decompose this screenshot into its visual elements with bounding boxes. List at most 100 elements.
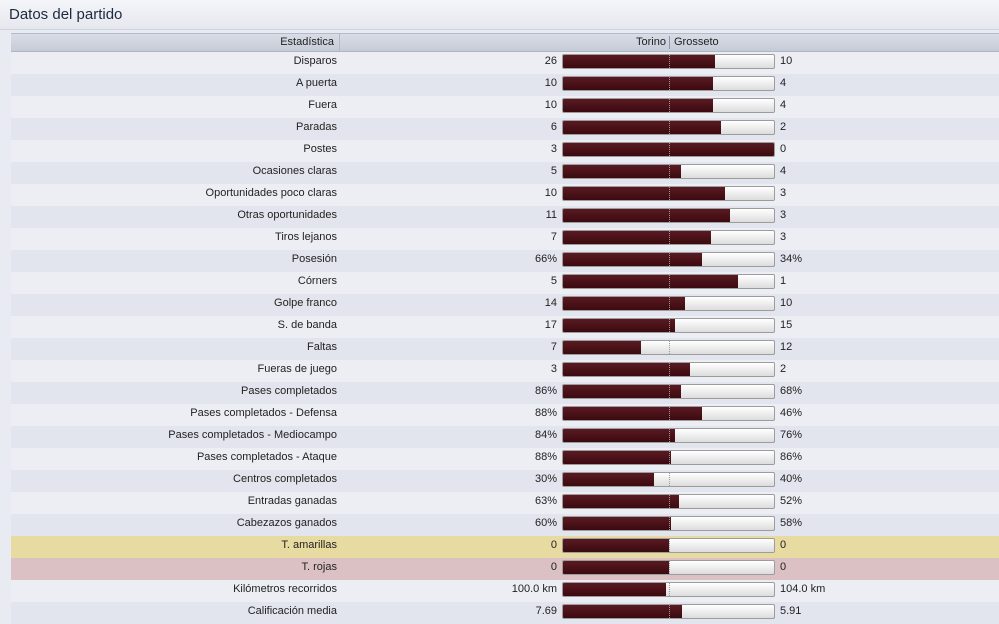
home-value: 7 [550, 231, 557, 243]
home-value: 0 [550, 561, 557, 573]
away-value: 52% [780, 495, 803, 507]
stat-label: Córners [297, 275, 337, 287]
stat-row[interactable]: Disparos 26 10 [11, 52, 999, 74]
comparison-bar-midline [669, 209, 670, 222]
comparison-bar-midline [669, 451, 670, 464]
comparison-bar [562, 560, 775, 575]
away-value: 104.0 km [780, 583, 826, 595]
comparison-bar-home-fill [563, 517, 671, 530]
away-value: 5.91 [780, 605, 802, 617]
stat-row[interactable]: A puerta 10 4 [11, 74, 999, 96]
stat-row[interactable]: Posesión 66% 34% [11, 250, 999, 272]
comparison-bar-midline [669, 319, 670, 332]
stat-row[interactable]: Pases completados 86% 68% [11, 382, 999, 404]
stat-row[interactable]: Calificación media 7.69 5.91 [11, 602, 999, 624]
stat-label: Ocasiones claras [252, 165, 337, 177]
away-value: 10 [780, 55, 793, 67]
away-value: 2 [780, 363, 787, 375]
stat-row[interactable]: Pases completados - Defensa 88% 46% [11, 404, 999, 426]
stat-row[interactable]: Golpe franco 14 10 [11, 294, 999, 316]
stat-label: Oportunidades poco claras [205, 187, 337, 199]
stat-row[interactable]: Cabezazos ganados 60% 58% [11, 514, 999, 536]
column-header-home-team[interactable]: Torino [636, 36, 666, 48]
stat-label: Paradas [296, 121, 337, 133]
comparison-bar-home-fill [563, 297, 686, 310]
stat-label: Entradas ganadas [247, 495, 337, 507]
away-value: 3 [780, 187, 787, 199]
comparison-bar-midline [669, 583, 670, 596]
stat-row[interactable]: Oportunidades poco claras 10 3 [11, 184, 999, 206]
stat-label: Calificación media [247, 605, 337, 617]
home-value: 6 [550, 121, 557, 133]
comparison-bar-midline [669, 165, 670, 178]
stat-row[interactable]: Pases completados - Ataque 88% 86% [11, 448, 999, 470]
home-value: 14 [544, 297, 557, 309]
stats-table: Disparos 26 10 A puerta 10 4 Fuera 10 4 Paradas 6 2… [11, 52, 999, 624]
comparison-bar [562, 186, 775, 201]
comparison-bar [562, 142, 775, 157]
comparison-bar-midline [669, 473, 670, 486]
stat-row[interactable]: T. amarillas 0 0 [11, 536, 999, 558]
comparison-bar-midline [669, 253, 670, 266]
comparison-bar-home-fill [563, 121, 722, 134]
home-value: 60% [534, 517, 557, 529]
column-header-away-team[interactable]: Grosseto [674, 36, 719, 48]
away-value: 2 [780, 121, 787, 133]
stat-label: Fueras de juego [257, 363, 338, 375]
stat-row[interactable]: Postes 3 0 [11, 140, 999, 162]
stat-label: Faltas [307, 341, 337, 353]
comparison-bar-home-fill [563, 495, 680, 508]
comparison-bar [562, 274, 775, 289]
home-value: 88% [534, 451, 557, 463]
away-value: 76% [780, 429, 803, 441]
comparison-bar-midline [669, 297, 670, 310]
away-value: 10 [780, 297, 793, 309]
comparison-bar [562, 120, 775, 135]
comparison-bar-midline [669, 143, 670, 156]
comparison-bar-midline [669, 385, 670, 398]
comparison-bar-home-fill [563, 209, 730, 222]
stat-label: Pases completados - Defensa [190, 407, 337, 419]
stat-label: Cabezazos ganados [236, 517, 337, 529]
stat-label: A puerta [296, 77, 337, 89]
home-value: 10 [544, 187, 557, 199]
column-divider [669, 36, 670, 49]
comparison-bar [562, 98, 775, 113]
comparison-bar [562, 76, 775, 91]
home-value: 26 [544, 55, 557, 67]
home-value: 63% [534, 495, 557, 507]
comparison-bar-midline [669, 187, 670, 200]
stat-row[interactable]: Córners 5 1 [11, 272, 999, 294]
stat-label: Pases completados - Ataque [196, 451, 337, 463]
column-header-stat[interactable]: Estadística [11, 34, 340, 51]
stat-row[interactable]: S. de banda 17 15 [11, 316, 999, 338]
comparison-bar-home-fill [563, 341, 642, 354]
comparison-bar-home-fill [563, 143, 774, 156]
stat-label: Posesión [291, 253, 337, 265]
stat-row[interactable]: Fuera 10 4 [11, 96, 999, 118]
stat-row[interactable]: Faltas 7 12 [11, 338, 999, 360]
stat-row[interactable]: Kilómetros recorridos 100.0 km 104.0 km [11, 580, 999, 602]
comparison-bar-midline [669, 121, 670, 134]
away-value: 34% [780, 253, 803, 265]
comparison-bar [562, 428, 775, 443]
away-value: 0 [780, 143, 787, 155]
home-value: 7.69 [535, 605, 557, 617]
stat-row[interactable]: Centros completados 30% 40% [11, 470, 999, 492]
stat-row[interactable]: Entradas ganadas 63% 52% [11, 492, 999, 514]
home-value: 0 [550, 539, 557, 551]
stat-row[interactable]: Tiros lejanos 7 3 [11, 228, 999, 250]
stat-row[interactable]: Ocasiones claras 5 4 [11, 162, 999, 184]
stat-label: Otras oportunidades [237, 209, 337, 221]
home-value: 66% [534, 253, 557, 265]
home-value: 3 [550, 363, 557, 375]
home-value: 30% [534, 473, 557, 485]
stat-row[interactable]: Otras oportunidades 11 3 [11, 206, 999, 228]
stat-row[interactable]: Paradas 6 2 [11, 118, 999, 140]
comparison-bar [562, 604, 775, 619]
stat-label: Fuera [308, 99, 337, 111]
stat-row[interactable]: T. rojas 0 0 [11, 558, 999, 580]
stat-row[interactable]: Fueras de juego 3 2 [11, 360, 999, 382]
home-value: 84% [534, 429, 557, 441]
stat-row[interactable]: Pases completados - Mediocampo 84% 76% [11, 426, 999, 448]
